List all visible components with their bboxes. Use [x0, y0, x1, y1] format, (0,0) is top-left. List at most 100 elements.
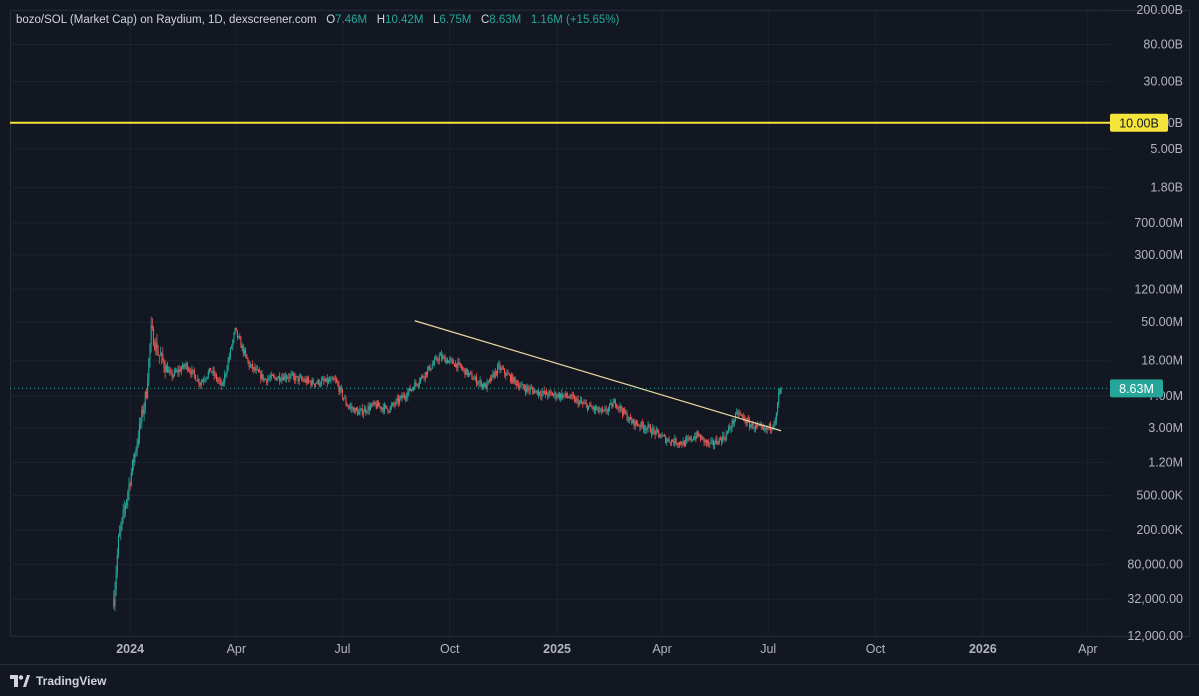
candle-down [145, 391, 148, 398]
candle-down [302, 379, 304, 381]
candle-down [215, 374, 218, 380]
candle-down [675, 438, 677, 445]
candle-down [532, 388, 534, 391]
candle-down [561, 393, 563, 399]
candle-up [249, 365, 251, 367]
candle-up [276, 378, 278, 381]
candle-down [630, 417, 632, 421]
candle-down [452, 360, 454, 364]
candle-down [416, 383, 418, 385]
candle-down [240, 338, 242, 348]
candle-down [719, 438, 721, 440]
candle-up [390, 405, 392, 407]
candle-up [780, 388, 782, 394]
candle-up [777, 403, 779, 413]
candle-up [757, 425, 759, 427]
candle-down [572, 395, 574, 397]
candle-down [296, 375, 298, 377]
candle-down [702, 436, 704, 438]
candle-up [290, 374, 292, 376]
candle-down [220, 380, 222, 386]
candle-up [204, 379, 206, 381]
candle-down [403, 395, 405, 398]
candle-up [344, 398, 346, 400]
candle-down [444, 356, 446, 363]
candle-down [378, 402, 380, 407]
candle-up [718, 438, 720, 445]
candle-up [417, 384, 419, 386]
candle-up [261, 374, 263, 380]
candle-down [504, 368, 506, 374]
candle-down [154, 345, 156, 350]
candle-down [495, 371, 497, 375]
candle-up [392, 403, 394, 406]
candle-down [743, 416, 745, 418]
candle-down [677, 444, 679, 445]
candle-down [329, 379, 331, 382]
candle-up [478, 382, 480, 384]
candle-up [168, 370, 170, 373]
candle-down [308, 378, 310, 382]
legend-high-value: 10.42M [385, 14, 424, 26]
candle-down [581, 400, 583, 403]
candle-up [730, 428, 732, 429]
candle-up [497, 366, 499, 375]
candle-up [710, 441, 712, 444]
candle-down [133, 460, 135, 462]
candle-down [721, 439, 723, 442]
candle-up [319, 384, 321, 386]
candle-down [761, 425, 763, 428]
candle-down [490, 378, 492, 381]
candle-up [229, 348, 232, 357]
candle-down [355, 408, 357, 411]
candle-up [317, 379, 319, 384]
candle-up [414, 382, 416, 390]
candle-down [252, 364, 254, 370]
x-tick-label: 2025 [543, 642, 571, 656]
candle-up [773, 423, 775, 427]
candle-down [456, 363, 458, 369]
candle-up [575, 398, 577, 402]
candle-up [155, 342, 157, 350]
candle-down [409, 388, 411, 391]
candle-down [436, 357, 438, 361]
y-tick-label: 3.00M [1148, 421, 1183, 435]
candle-down [169, 370, 171, 372]
legend-low-value: 6.75M [439, 14, 472, 26]
candle-up [548, 391, 550, 397]
candle-up [122, 510, 124, 518]
candle-up [207, 371, 209, 377]
y-tick-label: 120.00M [1134, 282, 1183, 296]
candle-up [556, 396, 558, 398]
candle-down [198, 379, 200, 385]
candle-up [660, 436, 662, 438]
candle-up [285, 377, 288, 379]
candle-up [231, 346, 233, 349]
candle-down [236, 330, 239, 338]
candle-up [150, 325, 152, 345]
candle-up [241, 345, 243, 348]
tradingview-logo[interactable]: TradingView [10, 674, 106, 688]
candle-down [301, 376, 303, 380]
candle-up [350, 406, 352, 408]
candle-up [506, 373, 508, 376]
candle-up [255, 368, 257, 371]
candle-up [191, 369, 193, 375]
candle-up [492, 373, 494, 375]
candle-up [383, 404, 385, 412]
candle-down [171, 372, 173, 377]
candle-up [281, 377, 283, 381]
candle-up [148, 358, 150, 383]
candle-up [511, 375, 513, 382]
candle-down [460, 366, 462, 369]
candle-down [365, 408, 367, 413]
candle-down [239, 336, 241, 339]
candle-down [590, 404, 592, 407]
trendline [414, 320, 782, 432]
candle-down [767, 427, 769, 429]
candle-down [346, 404, 348, 407]
candle-down [318, 379, 320, 386]
candle-up [627, 420, 629, 421]
candle-down [577, 398, 579, 405]
